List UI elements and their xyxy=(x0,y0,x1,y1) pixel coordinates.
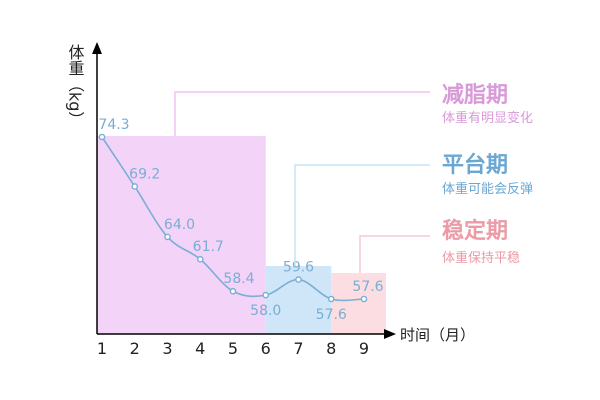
axes: 体重（kg） 时间（月） xyxy=(66,42,475,344)
data-label: 74.3 xyxy=(98,117,129,133)
x-tick-label: 1 xyxy=(97,339,107,358)
data-point xyxy=(229,287,237,295)
phase-connector-3 xyxy=(359,235,430,273)
data-point xyxy=(262,291,270,299)
x-tick-labels: 1 2 3 4 5 6 7 8 9 xyxy=(97,339,369,358)
x-tick-label: 7 xyxy=(293,339,303,358)
data-point xyxy=(131,183,139,190)
phase-region-1 xyxy=(97,136,266,334)
phase-connector-1 xyxy=(174,91,430,136)
phase-subtitle-2: 体重可能会反弹 xyxy=(442,181,533,197)
phase-region-3 xyxy=(331,273,386,334)
data-label: 58.0 xyxy=(250,303,281,319)
data-point xyxy=(327,295,335,303)
y-axis-label: 体重（kg） xyxy=(66,44,85,127)
x-tick-label: 6 xyxy=(261,339,271,358)
x-axis-arrow-icon xyxy=(384,329,396,339)
phase-regions xyxy=(97,136,386,334)
data-label: 57.6 xyxy=(316,307,347,323)
data-label: 64.0 xyxy=(164,217,195,233)
data-label: 69.2 xyxy=(129,166,160,182)
x-axis-label: 时间（月） xyxy=(400,326,475,344)
phase-title-3: 稳定期 xyxy=(442,218,508,244)
series-line xyxy=(98,133,368,303)
phase-subtitle-3: 体重保持平稳 xyxy=(442,250,520,266)
x-tick-label: 8 xyxy=(326,339,336,358)
data-label: 58.4 xyxy=(223,271,254,287)
x-tick-label: 4 xyxy=(195,339,205,358)
data-label: 59.6 xyxy=(283,260,314,276)
phase-region-2 xyxy=(265,266,332,334)
x-tick-label: 2 xyxy=(130,339,140,358)
data-point xyxy=(295,276,302,283)
data-point xyxy=(360,295,368,303)
data-label: 61.7 xyxy=(193,239,224,255)
data-point xyxy=(196,255,204,263)
phase-title-1: 减脂期 xyxy=(442,82,508,108)
phase-connector-2 xyxy=(294,164,430,266)
x-tick-label: 3 xyxy=(162,339,172,358)
y-axis-arrow-icon xyxy=(92,42,102,54)
x-tick-label: 5 xyxy=(228,339,238,358)
phase-title-2: 平台期 xyxy=(442,152,508,178)
data-point xyxy=(98,133,106,141)
data-point xyxy=(164,233,171,241)
data-label: 57.6 xyxy=(352,279,383,295)
phase-subtitle-1: 体重有明显变化 xyxy=(442,110,533,126)
data-labels: 74.3 69.2 64.0 61.7 58.4 58.0 59.6 57.6 57.6 xyxy=(98,117,383,323)
x-tick-label: 9 xyxy=(359,339,369,358)
